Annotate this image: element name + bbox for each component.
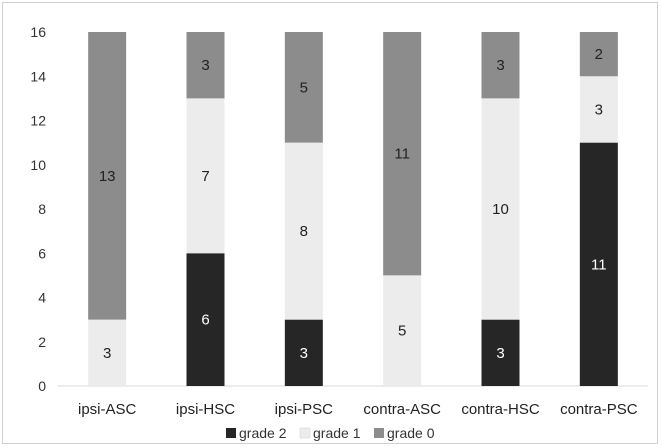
data-label: 10 xyxy=(492,201,509,218)
bar-segment xyxy=(88,32,127,320)
y-tick-label: 10 xyxy=(30,157,46,173)
bar-segment xyxy=(481,98,520,320)
x-category-label: contra-ASC xyxy=(363,401,441,418)
legend: grade 2 grade 1 grade 0 xyxy=(226,425,435,441)
y-tick-label: 12 xyxy=(30,113,46,129)
bar-segment xyxy=(383,32,422,276)
bar-segment xyxy=(579,32,618,77)
data-label: 6 xyxy=(201,312,209,329)
data-label: 3 xyxy=(496,345,504,362)
data-label: 11 xyxy=(394,146,410,163)
bar-segment xyxy=(186,98,225,254)
legend-label: grade 2 xyxy=(239,425,287,441)
bar-segment xyxy=(481,32,520,99)
x-category-label: ipsi-ASC xyxy=(78,401,137,418)
y-tick-label: 6 xyxy=(38,245,46,261)
y-tick-label: 8 xyxy=(38,201,46,217)
legend-swatch xyxy=(374,428,384,438)
bar-segment xyxy=(284,319,323,386)
x-category-label: contra-PSC xyxy=(560,401,638,418)
x-category-label: contra-HSC xyxy=(461,401,540,418)
bar-segment xyxy=(186,32,225,99)
y-tick-label: 16 xyxy=(30,24,46,40)
legend-swatch xyxy=(226,428,236,438)
axes: 0 2 4 6 8 10 12 14 16 ipsi-ASC ipsi-HSC ipsi-PSC con… xyxy=(30,24,648,418)
bar-segment xyxy=(284,32,323,143)
data-label: 11 xyxy=(591,256,607,273)
bar-segment xyxy=(284,142,323,320)
data-label: 8 xyxy=(300,223,308,240)
y-tick-label: 2 xyxy=(38,334,46,350)
bar-segment xyxy=(579,76,618,143)
data-label: 3 xyxy=(496,57,504,74)
bar-segment xyxy=(88,319,127,386)
legend-swatch xyxy=(299,427,311,439)
y-tick-label: 0 xyxy=(38,378,46,394)
y-tick-label: 14 xyxy=(30,68,46,84)
data-label: 5 xyxy=(300,79,308,96)
bar-segment xyxy=(383,275,422,386)
legend-label: grade 0 xyxy=(387,425,435,441)
data-label: 7 xyxy=(201,168,209,185)
x-category-label: ipsi-HSC xyxy=(176,401,235,418)
data-label: 3 xyxy=(103,345,111,362)
data-label: 3 xyxy=(300,345,308,362)
x-category-label: ipsi-PSC xyxy=(275,401,334,418)
data-label: 3 xyxy=(201,57,209,74)
y-tick-label: 4 xyxy=(38,290,46,306)
bar-segment xyxy=(481,319,520,386)
bars: 3 13 6 7 3 3 8 5 5 11 3 10 3 11 3 2 xyxy=(88,32,618,386)
legend-label: grade 1 xyxy=(313,425,361,441)
bar-segment xyxy=(186,253,225,386)
data-label: 5 xyxy=(398,323,406,340)
data-label: 3 xyxy=(595,101,603,118)
bar-segment xyxy=(579,142,618,386)
data-label: 2 xyxy=(595,46,603,63)
data-label: 13 xyxy=(99,168,116,185)
